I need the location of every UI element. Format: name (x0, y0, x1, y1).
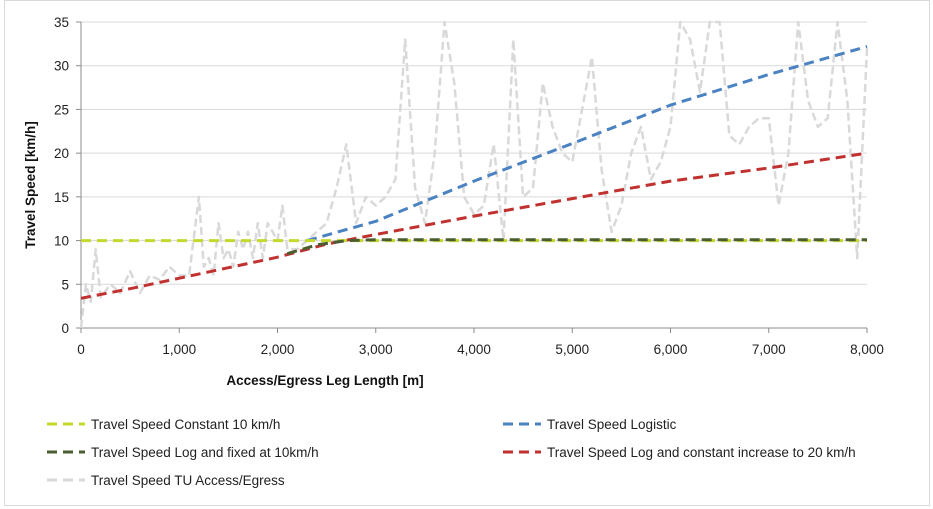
legend-item: Travel Speed Log and fixed at 10km/h (47, 445, 319, 460)
series-line-1 (306, 45, 868, 243)
x-tick-label: 6,000 (654, 342, 688, 357)
legend-label: Travel Speed Constant 10 km/h (91, 417, 280, 432)
line-chart: 0 5 10 15 20 25 30 35 0 1,000 2,000 3,000 4,000 5,00… (23, 15, 884, 488)
series-line-3 (80, 151, 868, 300)
x-tick-label: 5,000 (555, 342, 589, 357)
grid-lines (81, 21, 867, 285)
legend-item: Travel Speed Log and constant increase t… (503, 445, 856, 460)
y-tick-label: 10 (54, 234, 69, 249)
series-line-4 (79, 20, 869, 329)
y-tick-label: 0 (61, 321, 69, 336)
axes (76, 21, 868, 333)
x-axis-title: Access/Egress Leg Length [m] (226, 373, 423, 388)
legend-item: Travel Speed TU Access/Egress (47, 473, 285, 488)
legend-label: Travel Speed TU Access/Egress (91, 473, 285, 488)
legend-item: Travel Speed Logistic (503, 417, 677, 432)
x-tick-labels: 0 1,000 2,000 3,000 4,000 5,000 6,000 7,000 8,00… (77, 342, 884, 357)
legend-label: Travel Speed Log and constant increase t… (547, 445, 856, 460)
chart-frame: 0 5 10 15 20 25 30 35 0 1,000 2,000 3,000 4,000 5,00… (4, 0, 930, 506)
y-axis-title: Travel Speed [km/h] (23, 121, 38, 249)
y-tick-label: 25 (54, 102, 69, 117)
y-tick-label: 5 (61, 277, 69, 292)
y-tick-label: 20 (54, 146, 69, 161)
legend: Travel Speed Constant 10 km/h Travel Spee… (47, 417, 856, 488)
y-tick-label: 15 (54, 190, 69, 205)
legend-item: Travel Speed Constant 10 km/h (47, 417, 280, 432)
x-tick-label: 7,000 (752, 342, 786, 357)
legend-label: Travel Speed Logistic (547, 417, 677, 432)
y-tick-labels: 0 5 10 15 20 25 30 35 (54, 15, 69, 336)
series-lines (79, 20, 869, 329)
x-tick-label: 4,000 (457, 342, 491, 357)
x-tick-label: 2,000 (261, 342, 295, 357)
x-tick-label: 8,000 (850, 342, 884, 357)
y-tick-label: 30 (54, 59, 69, 74)
series-line-2 (286, 238, 867, 256)
x-tick-label: 1,000 (162, 342, 196, 357)
legend-label: Travel Speed Log and fixed at 10km/h (91, 445, 319, 460)
x-tick-label: 3,000 (359, 342, 393, 357)
x-tick-label: 0 (77, 342, 85, 357)
y-tick-label: 35 (54, 15, 69, 30)
